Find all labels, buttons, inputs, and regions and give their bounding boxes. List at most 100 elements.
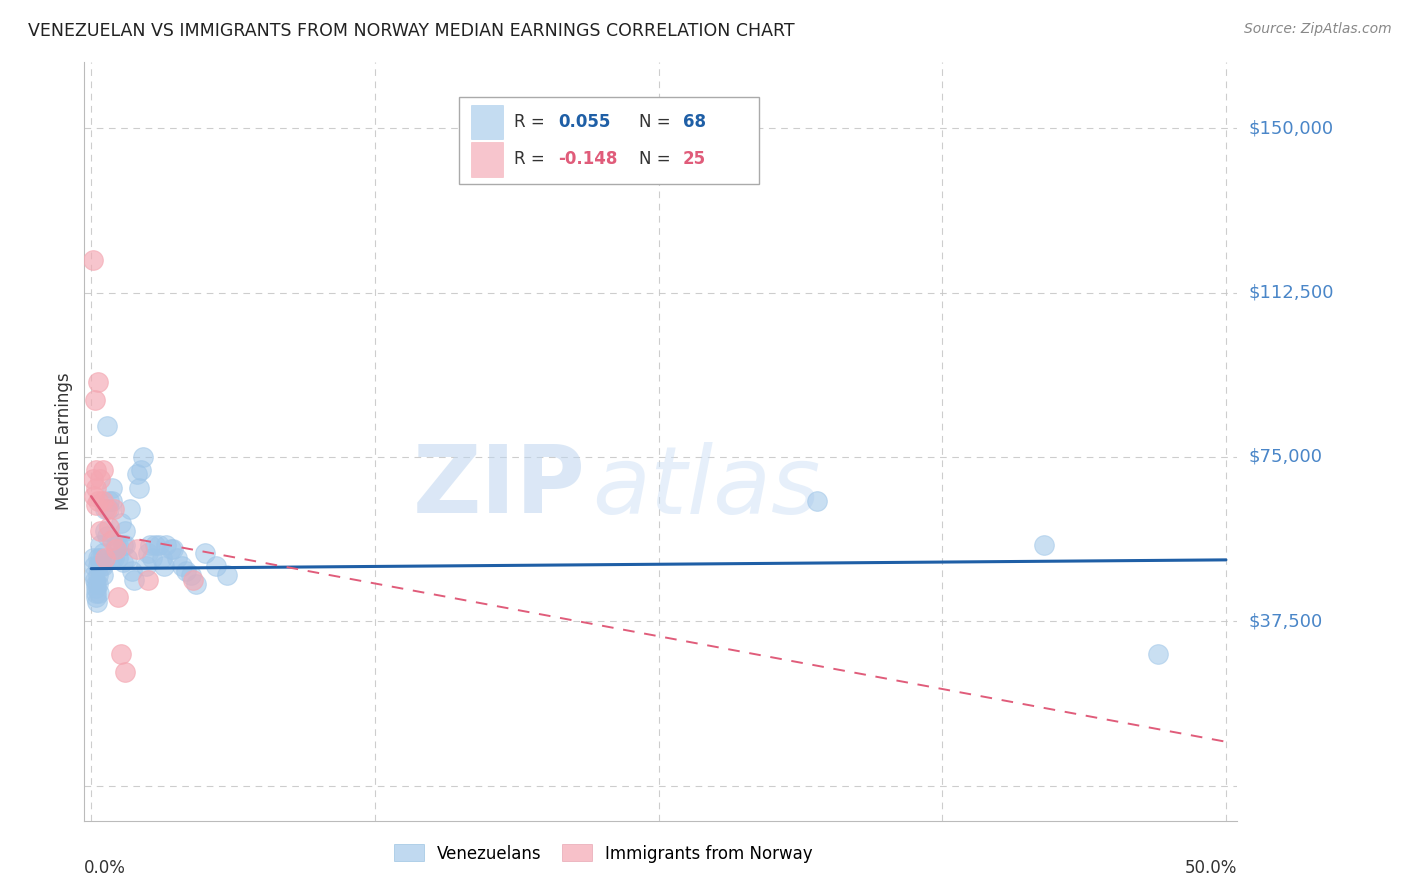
Point	[124, 573, 146, 587]
Point	[129, 463, 152, 477]
Point	[84, 498, 107, 512]
Point	[84, 481, 107, 495]
Point	[162, 541, 184, 556]
Text: R =: R =	[515, 112, 550, 130]
Point	[89, 524, 111, 539]
Point	[111, 537, 134, 551]
Point	[86, 590, 108, 604]
Point	[139, 537, 162, 551]
Text: $112,500: $112,500	[1249, 284, 1334, 301]
Point	[111, 555, 134, 569]
Point	[155, 537, 177, 551]
Point	[170, 559, 193, 574]
Point	[184, 577, 207, 591]
Point	[105, 537, 128, 551]
Point	[143, 537, 166, 551]
Point	[87, 550, 110, 565]
Point	[100, 481, 122, 495]
Point	[83, 568, 105, 582]
Point	[98, 493, 121, 508]
Point	[125, 541, 148, 556]
Point	[91, 493, 114, 508]
Text: $75,000: $75,000	[1249, 448, 1323, 466]
Point	[114, 537, 136, 551]
Point	[87, 568, 110, 582]
Point	[91, 568, 114, 582]
Point	[84, 577, 107, 591]
Point	[94, 524, 117, 539]
Point	[152, 559, 174, 574]
Point	[83, 559, 105, 574]
Point	[166, 550, 188, 565]
Point	[98, 502, 121, 516]
Point	[96, 502, 118, 516]
Point	[87, 493, 110, 508]
Point	[103, 550, 125, 565]
Point	[83, 489, 105, 503]
Point	[87, 559, 110, 574]
Point	[128, 481, 150, 495]
Point	[84, 582, 107, 596]
Point	[82, 472, 104, 486]
Point	[181, 573, 204, 587]
Point	[125, 467, 148, 482]
Text: N =: N =	[638, 151, 676, 169]
Point	[94, 502, 117, 516]
Legend: Venezuelans, Immigrants from Norway: Venezuelans, Immigrants from Norway	[387, 838, 820, 869]
Point	[150, 550, 173, 565]
Point	[82, 550, 104, 565]
Point	[89, 472, 111, 486]
Point	[176, 564, 198, 578]
Point	[107, 550, 129, 565]
FancyBboxPatch shape	[471, 143, 503, 177]
Point	[180, 568, 202, 582]
Point	[132, 450, 155, 464]
Point	[136, 546, 159, 560]
Point	[121, 564, 143, 578]
Point	[114, 524, 136, 539]
Point	[89, 550, 111, 565]
Text: VENEZUELAN VS IMMIGRANTS FROM NORWAY MEDIAN EARNINGS CORRELATION CHART: VENEZUELAN VS IMMIGRANTS FROM NORWAY MED…	[28, 22, 794, 40]
Point	[136, 573, 159, 587]
Point	[96, 529, 118, 543]
Point	[100, 550, 122, 565]
Point	[107, 590, 129, 604]
FancyBboxPatch shape	[471, 104, 503, 138]
Point	[91, 559, 114, 574]
Point	[110, 516, 132, 530]
Point	[105, 541, 128, 556]
Text: $37,500: $37,500	[1249, 612, 1323, 631]
Point	[96, 419, 118, 434]
Point	[205, 559, 228, 574]
Point	[159, 541, 181, 556]
Point	[110, 647, 132, 661]
Point	[194, 546, 217, 560]
Point	[114, 665, 136, 679]
Y-axis label: Median Earnings: Median Earnings	[55, 373, 73, 510]
Point	[87, 586, 110, 600]
Point	[83, 392, 105, 407]
Point	[90, 559, 112, 574]
Point	[103, 502, 125, 516]
Text: R =: R =	[515, 151, 550, 169]
Point	[91, 546, 114, 560]
Text: 50.0%: 50.0%	[1185, 858, 1237, 877]
Text: atlas: atlas	[592, 442, 820, 533]
Point	[217, 568, 239, 582]
Point	[91, 463, 114, 477]
Point	[141, 550, 163, 565]
Point	[94, 550, 117, 565]
Point	[148, 537, 170, 551]
Point	[1033, 537, 1056, 551]
Point	[118, 502, 141, 516]
Point	[107, 537, 129, 551]
Text: Source: ZipAtlas.com: Source: ZipAtlas.com	[1244, 22, 1392, 37]
Point	[100, 493, 122, 508]
Text: 0.055: 0.055	[558, 112, 610, 130]
Text: 25: 25	[683, 151, 706, 169]
Text: ZIP: ZIP	[413, 441, 586, 533]
Point	[87, 376, 110, 390]
Point	[135, 559, 157, 574]
Text: 0.0%: 0.0%	[84, 858, 127, 877]
Text: N =: N =	[638, 112, 676, 130]
